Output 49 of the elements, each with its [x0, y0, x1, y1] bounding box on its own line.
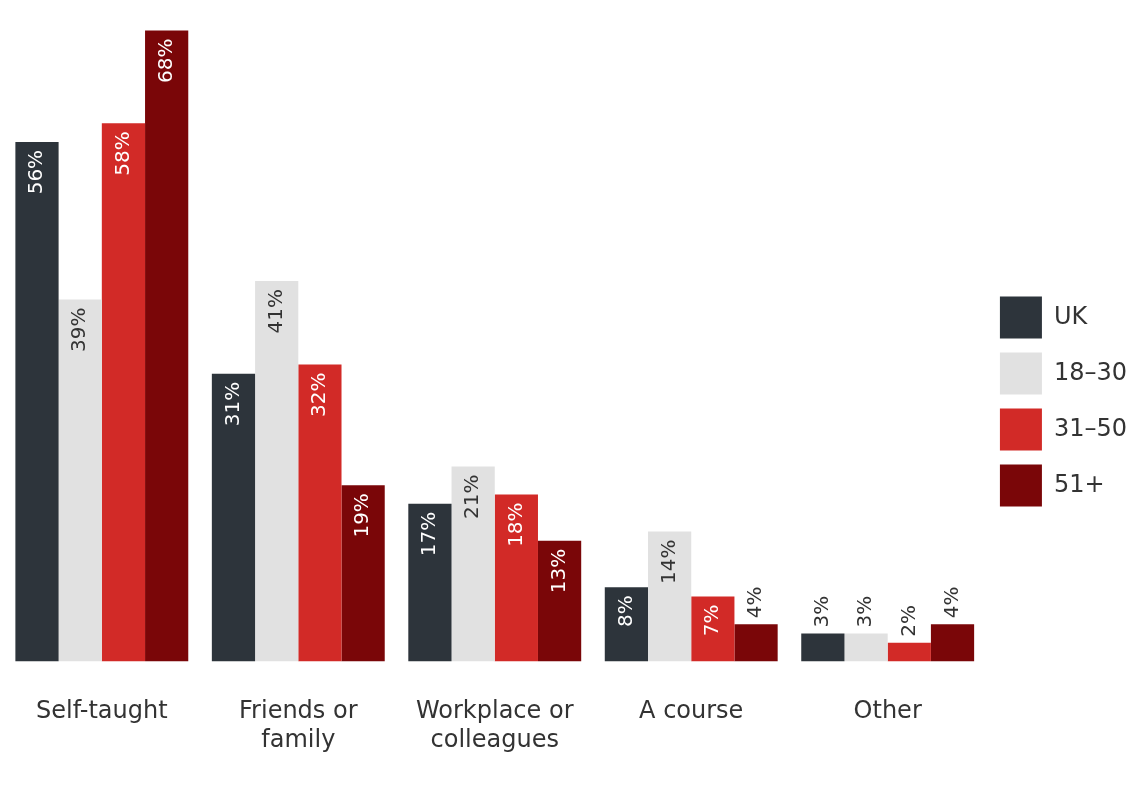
data-label: 14% [655, 539, 680, 584]
bar [255, 281, 299, 662]
data-label: 17% [416, 511, 441, 557]
data-label: 21% [459, 474, 484, 520]
data-label: 41% [262, 289, 287, 334]
data-label: 68% [152, 38, 177, 84]
data-label: 4% [742, 586, 767, 619]
bar [101, 123, 146, 662]
data-label: 3% [852, 595, 877, 628]
bar [691, 596, 735, 662]
bar [15, 141, 59, 662]
bar [844, 633, 888, 662]
data-label: 18% [502, 502, 527, 547]
x-tick-label: A course [639, 696, 744, 725]
x-tick-label: Workplace or colleagues [415, 696, 574, 753]
data-label: 32% [306, 372, 331, 417]
bar [930, 624, 975, 662]
data-label: 2% [895, 605, 920, 637]
bar [801, 633, 845, 662]
legend-label: 31–50 [1053, 413, 1127, 442]
bar [211, 373, 256, 662]
legend-label: 51+ [1053, 469, 1105, 498]
bar [145, 30, 189, 662]
bar [604, 587, 648, 662]
x-tick-label: Other [853, 696, 922, 725]
data-label: 58% [109, 131, 134, 176]
legend-label: UK [1053, 301, 1089, 330]
x-tick-label: Friends or family [239, 696, 358, 753]
data-label: 19% [349, 493, 374, 538]
bar [887, 642, 931, 662]
bar [298, 364, 342, 662]
bar [648, 531, 692, 662]
bar [408, 503, 452, 662]
data-label: 56% [23, 149, 48, 195]
bar [451, 466, 495, 662]
data-label: 39% [66, 307, 91, 353]
bar [537, 540, 582, 662]
bar [341, 485, 385, 662]
bar [58, 299, 102, 662]
legend-label: 18–30 [1053, 357, 1127, 386]
data-label: 31% [219, 381, 244, 427]
data-label: 3% [809, 595, 834, 628]
x-tick-label: Self-taught [36, 696, 168, 725]
data-label: 8% [612, 595, 637, 627]
data-label: 13% [545, 548, 570, 594]
bar [494, 494, 538, 662]
data-label: 7% [699, 604, 724, 637]
data-label: 4% [938, 586, 963, 619]
bar [734, 624, 778, 662]
